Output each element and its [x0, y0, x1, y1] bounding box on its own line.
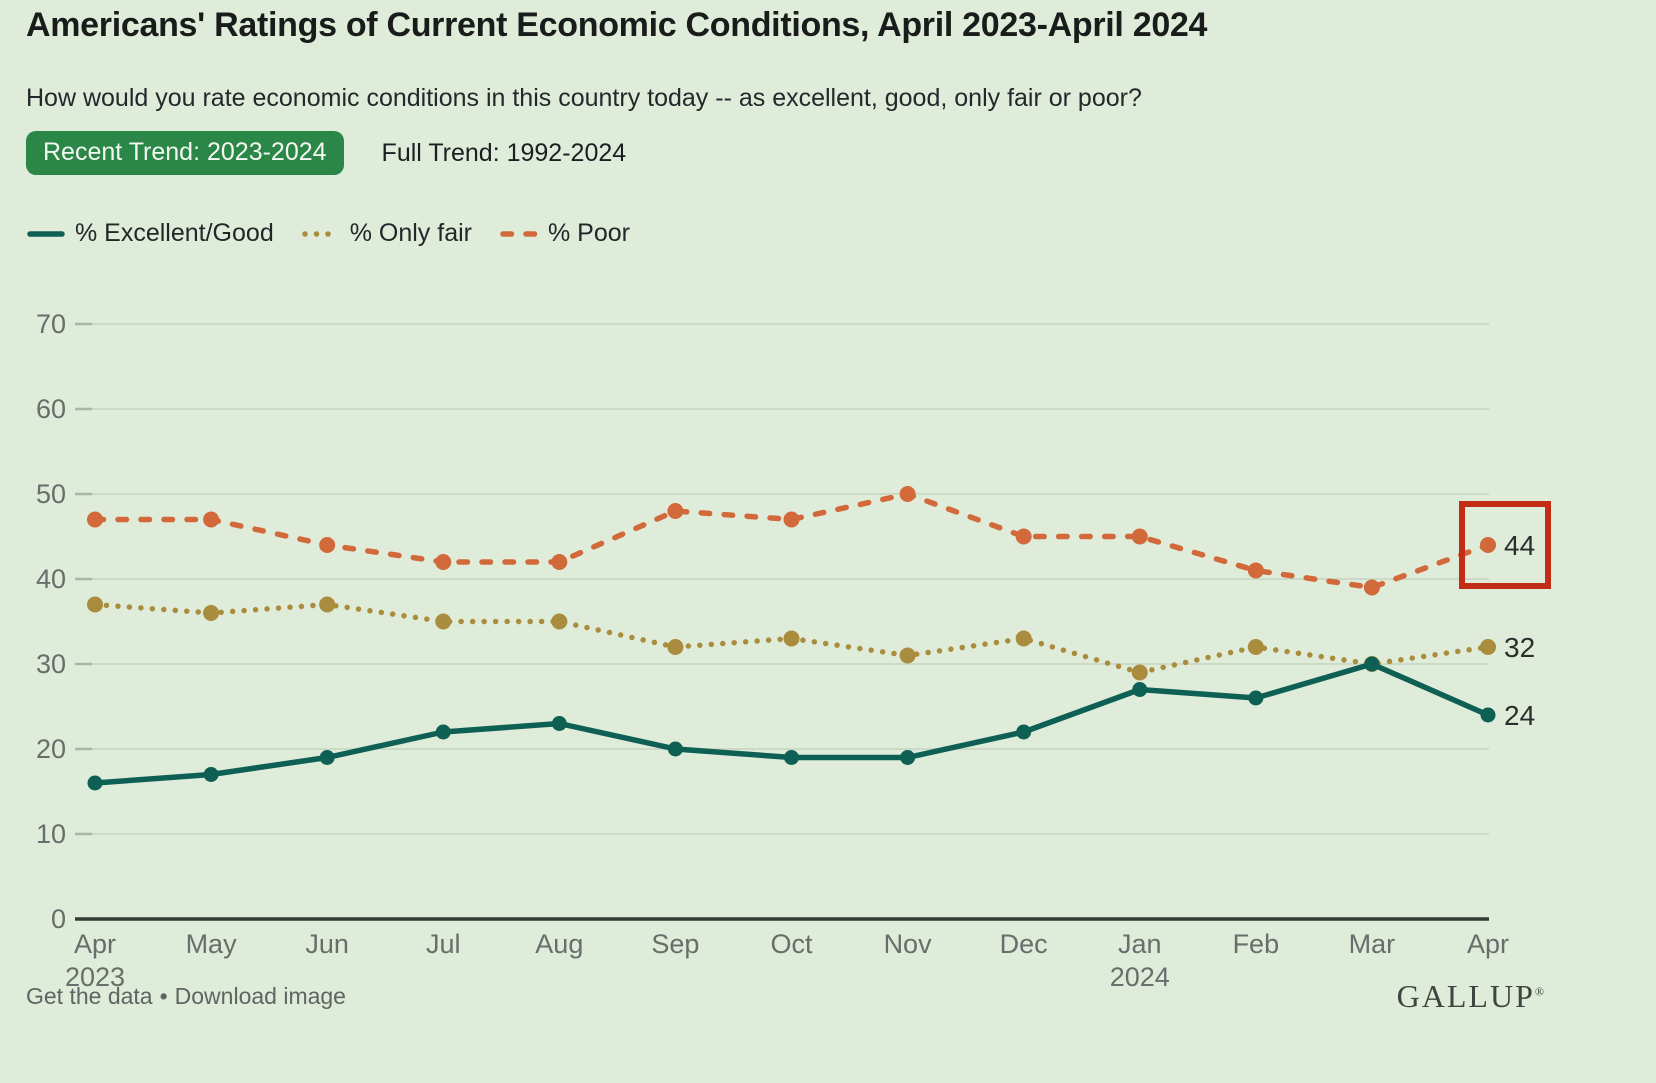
legend-label: % Poor	[547, 219, 630, 247]
svg-text:50: 50	[36, 479, 66, 509]
dotted-line-swatch-icon	[301, 229, 341, 239]
chart-subtitle-question: How would you rate economic conditions i…	[26, 84, 1142, 112]
download-image-link[interactable]: Download image	[174, 983, 346, 1009]
legend-item-only-fair[interactable]: % Only fair	[301, 219, 472, 248]
gallup-logo: GALLUP®	[1396, 978, 1544, 1014]
series-end-value-label: 32	[1504, 632, 1535, 663]
svg-text:Feb: Feb	[1233, 929, 1280, 959]
svg-text:Apr: Apr	[74, 929, 116, 959]
registered-mark: ®	[1534, 984, 1544, 999]
get-the-data-link[interactable]: Get the data	[26, 983, 153, 1009]
page-title: Americans' Ratings of Current Economic C…	[26, 6, 1208, 44]
svg-text:Sep: Sep	[651, 929, 699, 959]
svg-text:Jan: Jan	[1118, 929, 1162, 959]
svg-text:70: 70	[36, 309, 66, 339]
legend-label: % Only fair	[349, 219, 472, 247]
svg-text:20: 20	[36, 734, 66, 764]
svg-text:Nov: Nov	[884, 929, 933, 959]
svg-text:Mar: Mar	[1349, 929, 1396, 959]
footer-links: Get the data • Download image	[26, 983, 346, 1010]
chart-legend: % Excellent/Good % Only fair % Poor	[26, 219, 630, 248]
series-end-value-label: 44	[1504, 530, 1535, 561]
bullet-separator: •	[159, 983, 168, 1009]
svg-text:Oct: Oct	[770, 929, 813, 959]
svg-text:10: 10	[36, 819, 66, 849]
series-end-value-label: 24	[1504, 700, 1535, 731]
svg-text:30: 30	[36, 649, 66, 679]
trend-tabs: Recent Trend: 2023-2024 Full Trend: 1992…	[26, 131, 626, 175]
tab-recent-trend[interactable]: Recent Trend: 2023-2024	[26, 131, 344, 175]
svg-text:2023: 2023	[65, 962, 125, 992]
svg-text:May: May	[186, 929, 238, 959]
svg-text:Apr: Apr	[1467, 929, 1509, 959]
svg-text:Dec: Dec	[1000, 929, 1048, 959]
svg-text:2024: 2024	[1110, 962, 1170, 992]
solid-line-swatch-icon	[26, 229, 66, 239]
dashed-line-swatch-icon	[499, 229, 539, 239]
svg-text:60: 60	[36, 394, 66, 424]
legend-item-poor[interactable]: % Poor	[499, 219, 630, 248]
tab-full-trend[interactable]: Full Trend: 1992-2024	[381, 138, 627, 167]
svg-text:Jul: Jul	[426, 929, 461, 959]
svg-text:Aug: Aug	[535, 929, 583, 959]
svg-text:0: 0	[51, 904, 66, 934]
legend-label: % Excellent/Good	[75, 219, 274, 247]
svg-text:Jun: Jun	[305, 929, 349, 959]
svg-text:40: 40	[36, 564, 66, 594]
legend-item-excellent-good[interactable]: % Excellent/Good	[26, 219, 274, 248]
